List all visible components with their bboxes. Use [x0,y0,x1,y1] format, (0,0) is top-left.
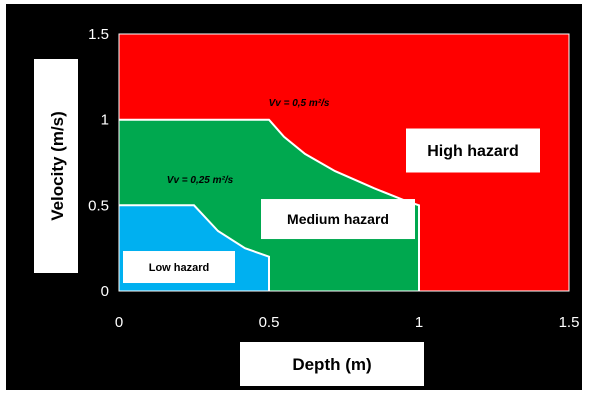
y-tick-label: 1.5 [88,26,109,43]
region-label-medium-hazard: Medium hazard [287,211,389,227]
y-axis-label-box: Velocity (m/s) [34,59,78,273]
y-axis-label: Velocity (m/s) [48,111,67,221]
region-high-hazard [119,34,569,291]
label-box-low-hazard: Low hazard [123,251,235,284]
region-label-high-hazard: High hazard [427,143,519,160]
x-axis-label-box: Depth (m) [240,342,424,386]
y-tick-label: 0.5 [88,197,109,214]
x-tick-label: 1 [415,314,423,331]
x-tick-label: 0 [115,314,123,331]
annotation-label: Vv = 0,25 m²/s [167,175,234,186]
region-label-low-hazard: Low hazard [149,262,210,274]
x-tick-label: 1.5 [559,314,580,331]
x-tick-label: 0.5 [259,314,280,331]
chart-frame: 0 0.5 1 1.5 0 0.5 1 1.5 Vv = 0,5 m²/s Vv = 0,25… [6,4,582,390]
label-box-high-hazard: High hazard [406,128,540,173]
y-tick-label: 0 [101,283,109,300]
boundary-line-low-medium [119,204,270,291]
plot-area-border [118,33,570,292]
label-box-medium-hazard: Medium hazard [261,199,415,240]
annotation-label: Vv = 0,5 m²/s [269,98,330,109]
hazard-chart: 0 0.5 1 1.5 0 0.5 1 1.5 Vv = 0,5 m²/s Vv = 0,25… [34,26,580,386]
y-tick-label: 1 [101,112,109,129]
x-axis-label: Depth (m) [292,355,371,374]
